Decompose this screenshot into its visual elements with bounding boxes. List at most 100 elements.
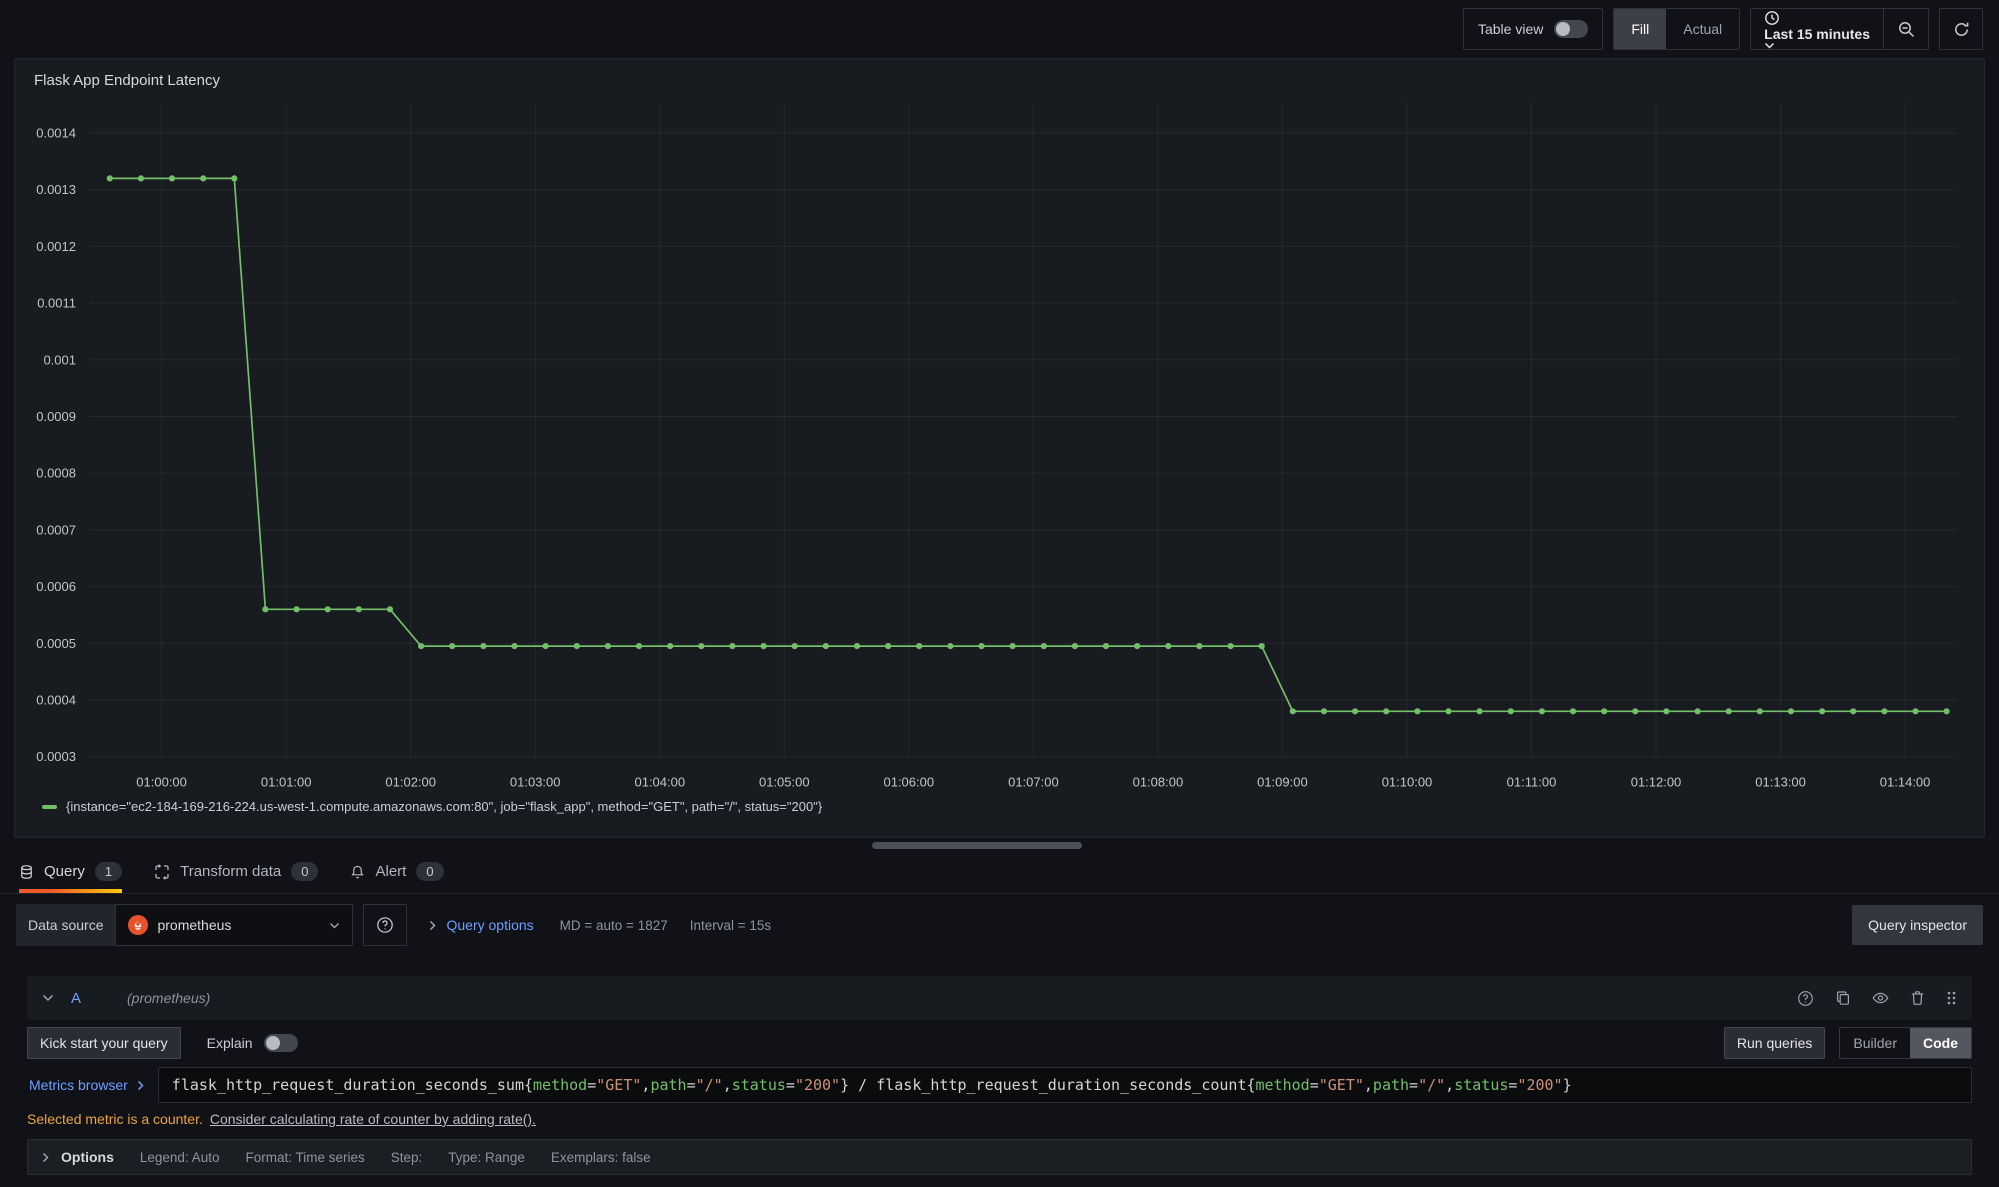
counter-warning-row: Selected metric is a counter. Consider c… xyxy=(27,1111,1972,1127)
chart-point xyxy=(1632,708,1638,714)
svg-text:01:11:00: 01:11:00 xyxy=(1507,775,1557,790)
zoom-out-time-button[interactable] xyxy=(1884,9,1928,49)
actual-button[interactable]: Actual xyxy=(1666,9,1739,49)
query-help-button[interactable] xyxy=(1797,990,1814,1007)
tab-alert-count: 0 xyxy=(416,862,443,881)
svg-text:01:13:00: 01:13:00 xyxy=(1755,775,1806,790)
scrollbar-thumb[interactable] xyxy=(872,842,1082,849)
svg-text:01:08:00: 01:08:00 xyxy=(1133,775,1184,790)
tab-query-count: 1 xyxy=(95,862,122,881)
promql-query-input[interactable]: flask_http_request_duration_seconds_sum{… xyxy=(158,1067,1972,1103)
metrics-browser-button[interactable]: Metrics browser xyxy=(27,1067,158,1103)
svg-text:01:06:00: 01:06:00 xyxy=(883,775,934,790)
builder-code-segmented: Builder Code xyxy=(1839,1027,1972,1059)
drag-handle[interactable] xyxy=(1946,990,1957,1006)
query-options-label: Query options xyxy=(446,917,533,933)
datasource-help-button[interactable] xyxy=(363,904,407,946)
kick-start-query-button[interactable]: Kick start your query xyxy=(27,1027,181,1059)
svg-text:01:00:00: 01:00:00 xyxy=(136,775,187,790)
datasource-field: Data source prometheus xyxy=(16,904,353,946)
chart-point xyxy=(1539,708,1545,714)
tab-transform-data[interactable]: Transform data 0 xyxy=(154,850,318,893)
chart-point xyxy=(1819,708,1825,714)
tab-alert[interactable]: Alert 0 xyxy=(350,850,443,893)
chart-point xyxy=(387,606,393,612)
horizontal-scrollbar xyxy=(0,842,1999,850)
time-range-picker[interactable]: Last 15 minutes xyxy=(1751,10,1883,49)
chart-point xyxy=(480,643,486,649)
svg-text:0.0012: 0.0012 xyxy=(36,239,76,254)
datasource-picker[interactable]: prometheus xyxy=(115,904,353,946)
chart-legend[interactable]: {instance="ec2-184-169-216-224.us-west-1… xyxy=(15,799,1984,814)
duplicate-query-button[interactable] xyxy=(1835,990,1851,1006)
chart-point xyxy=(1663,708,1669,714)
grafana-panel-editor: Table view Fill Actual Last 15 minutes F… xyxy=(0,0,1999,1187)
options-collapsible[interactable]: Options Legend: Auto Format: Time series… xyxy=(27,1139,1972,1175)
chart-point xyxy=(574,643,580,649)
explain-control: Explain xyxy=(207,1034,298,1052)
svg-text:0.0003: 0.0003 xyxy=(36,749,76,764)
chart-point xyxy=(1321,708,1327,714)
hide-response-button[interactable] xyxy=(1872,991,1889,1005)
copy-icon xyxy=(1835,990,1851,1006)
table-view-toggle[interactable] xyxy=(1554,20,1588,38)
chart-point xyxy=(1570,708,1576,714)
latency-chart[interactable]: 0.00140.00130.00120.00110.0010.00090.000… xyxy=(15,89,1982,801)
builder-button[interactable]: Builder xyxy=(1840,1028,1910,1058)
run-queries-button[interactable]: Run queries xyxy=(1724,1027,1826,1059)
query-editor-body: Kick start your query Explain Run querie… xyxy=(27,1027,1972,1175)
legend-series-label: {instance="ec2-184-169-216-224.us-west-1… xyxy=(66,799,822,814)
tab-query-label: Query xyxy=(44,863,85,880)
chart-point xyxy=(636,643,642,649)
chart-point xyxy=(947,643,953,649)
zoom-out-icon xyxy=(1898,21,1915,38)
chart-point xyxy=(418,643,424,649)
chart-series-line xyxy=(110,178,1947,711)
chart-point xyxy=(1601,708,1607,714)
fill-button[interactable]: Fill xyxy=(1614,9,1666,49)
chart-point xyxy=(1228,643,1234,649)
datasource-row: Data source prometheus Query options MD … xyxy=(0,894,1999,956)
query-field-row: Metrics browser flask_http_request_durat… xyxy=(27,1067,1972,1103)
chart-point xyxy=(1508,708,1514,714)
svg-text:0.0011: 0.0011 xyxy=(37,296,76,311)
chart-point xyxy=(543,643,549,649)
datasource-value: prometheus xyxy=(157,917,231,933)
svg-text:01:02:00: 01:02:00 xyxy=(385,775,436,790)
svg-text:0.0013: 0.0013 xyxy=(36,182,76,197)
chart-point xyxy=(1912,708,1918,714)
query-inspector-button[interactable]: Query inspector xyxy=(1852,905,1983,945)
chart-point xyxy=(1103,643,1109,649)
metrics-browser-label: Metrics browser xyxy=(29,1077,128,1093)
svg-text:0.001: 0.001 xyxy=(43,352,76,367)
database-icon xyxy=(19,864,34,880)
explain-toggle[interactable] xyxy=(264,1034,298,1052)
query-row-header[interactable]: A (prometheus) xyxy=(27,976,1972,1020)
warning-rate-link[interactable]: Consider calculating rate of counter by … xyxy=(210,1111,536,1127)
question-circle-icon xyxy=(376,916,394,934)
question-circle-icon xyxy=(1797,990,1814,1007)
tab-query[interactable]: Query 1 xyxy=(19,850,122,893)
collapse-chevron-icon[interactable] xyxy=(42,994,54,1002)
option-exemplars: Exemplars: false xyxy=(551,1150,651,1165)
query-options-toggle[interactable]: Query options xyxy=(429,917,533,933)
tab-alert-label: Alert xyxy=(375,863,406,880)
chart-point xyxy=(107,175,113,181)
chevron-right-icon xyxy=(42,1152,49,1163)
explain-label: Explain xyxy=(207,1035,253,1051)
chart-point xyxy=(761,643,767,649)
chart-point xyxy=(605,643,611,649)
chart-point xyxy=(1757,708,1763,714)
tab-transform-label: Transform data xyxy=(180,863,281,880)
option-format: Format: Time series xyxy=(245,1150,364,1165)
bell-icon xyxy=(350,864,365,880)
svg-text:0.0004: 0.0004 xyxy=(36,693,76,708)
tab-transform-count: 0 xyxy=(291,862,318,881)
eye-icon xyxy=(1872,991,1889,1005)
chart-point xyxy=(138,175,144,181)
refresh-button[interactable] xyxy=(1939,8,1983,50)
chart-point xyxy=(1290,708,1296,714)
refresh-icon xyxy=(1953,21,1970,38)
remove-query-button[interactable] xyxy=(1910,990,1925,1006)
code-button[interactable]: Code xyxy=(1910,1028,1971,1058)
